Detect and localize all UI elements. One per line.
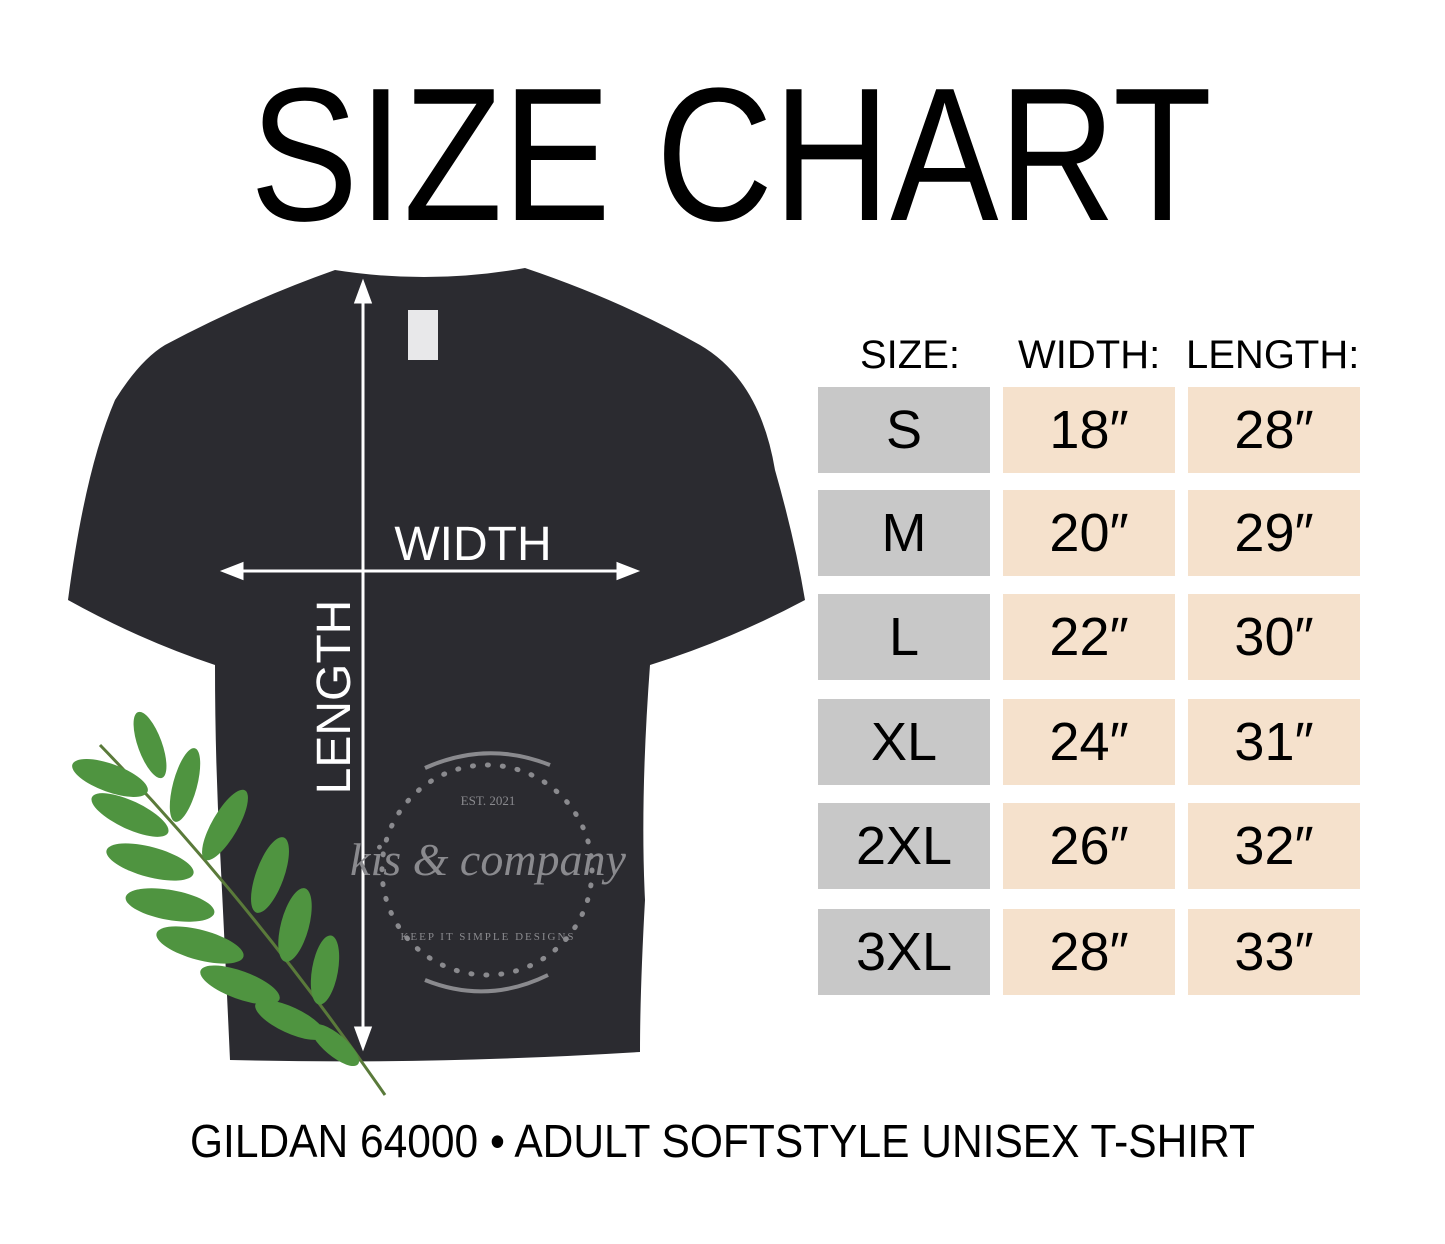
logo-name: kis & company [350, 834, 627, 885]
width-cell: 28″ [1003, 909, 1175, 995]
width-arrow-heads [219, 561, 641, 581]
leaf-branch-icon [72, 711, 387, 1096]
size-cell: XL [818, 699, 990, 785]
header-length: LENGTH: [1186, 333, 1360, 377]
width-cell: 20″ [1003, 490, 1175, 576]
tshirt-illustration: WIDTH LENGTH EST. 2021 kis & company KEE… [68, 268, 805, 1096]
logo-tagline: KEEP IT SIMPLE DESIGNS [400, 931, 575, 943]
size-cell: M [818, 490, 990, 576]
tag-label [408, 310, 438, 360]
header-width: WIDTH: [1018, 333, 1161, 377]
width-cell: 22″ [1003, 594, 1175, 680]
size-cell: 2XL [818, 803, 990, 889]
length-label: LENGTH [308, 600, 361, 795]
page-title: SIZE CHART [250, 49, 1212, 240]
brand-logo: EST. 2021 kis & company KEEP IT SIMPLE D… [350, 751, 627, 994]
size-cell: L [818, 594, 990, 680]
length-cell: 32″ [1188, 803, 1360, 889]
footer-svg: GILDAN 64000 • ADULT SOFTSTYLE UNISEX T-… [190, 1115, 1255, 1167]
product-caption: GILDAN 64000 • ADULT SOFTSTYLE UNISEX T-… [190, 1115, 1255, 1167]
tshirt-shape [68, 268, 805, 1062]
length-cell: 28″ [1188, 387, 1360, 473]
header-size: SIZE: [860, 333, 961, 377]
length-cell: 30″ [1188, 594, 1360, 680]
length-cell: 29″ [1188, 490, 1360, 576]
length-cell: 31″ [1188, 699, 1360, 785]
width-cell: 24″ [1003, 699, 1175, 785]
size-cell: S [818, 387, 990, 473]
length-arrow-heads [353, 278, 373, 1052]
logo-est: EST. 2021 [461, 793, 516, 808]
size-cell: 3XL [818, 909, 990, 995]
width-label: WIDTH [394, 518, 551, 571]
title-svg: SIZE CHART [250, 49, 1212, 240]
width-cell: 18″ [1003, 387, 1175, 473]
width-cell: 26″ [1003, 803, 1175, 889]
length-cell: 33″ [1188, 909, 1360, 995]
